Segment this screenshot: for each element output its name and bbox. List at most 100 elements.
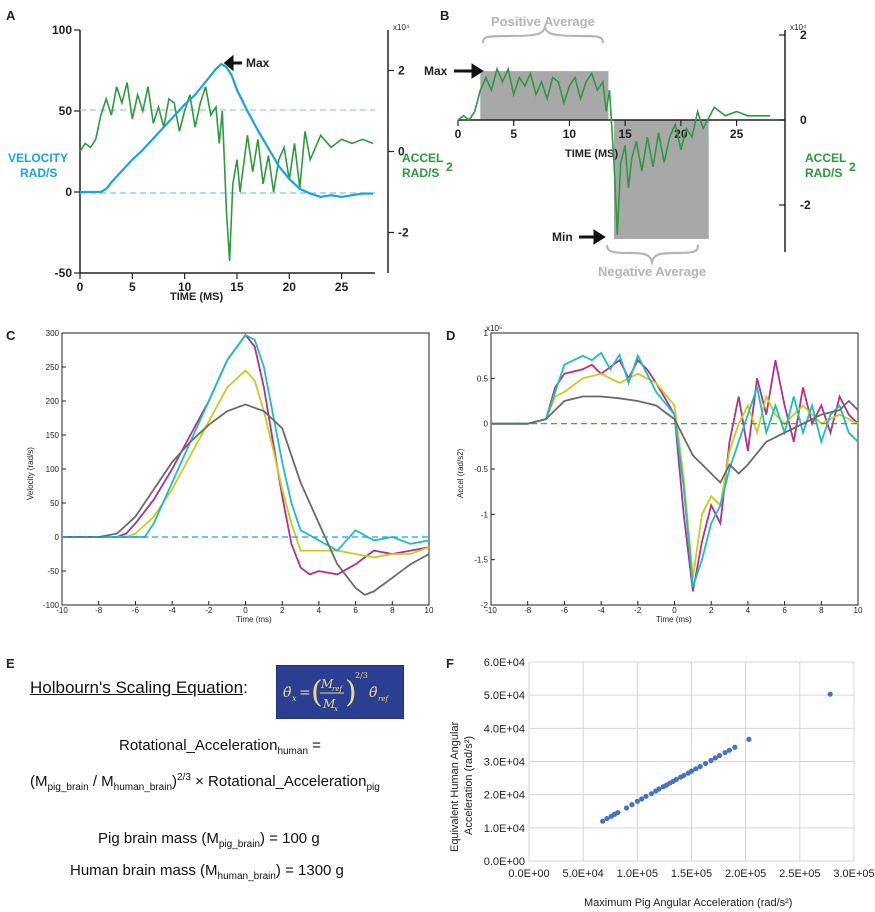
svg-text:(: ( (311, 675, 323, 710)
series-line (62, 333, 430, 552)
tick-label: 10 (425, 606, 434, 615)
panel-a-left-ticks: -50 0 50 100 (52, 23, 80, 280)
panel-e-heading-colon: : (243, 678, 248, 697)
scatter-point (615, 809, 621, 816)
tick-label: 2 (800, 28, 807, 42)
panel-e-line2-sub3: pig (366, 782, 380, 793)
panel-b-positive-label: Positive Average (491, 14, 595, 29)
tick-label: -8 (524, 606, 532, 615)
tick-label: 2.0E+05 (725, 868, 766, 880)
scatter-point (697, 763, 703, 770)
panel-b-xlabel: TIME (MS) (565, 148, 618, 160)
tick-label: 6.0E+04 (484, 657, 525, 669)
scatter-point (702, 760, 709, 767)
panel-d-letter: D (446, 328, 455, 343)
svg-text:M: M (322, 697, 336, 711)
tick-label: 25 (730, 127, 744, 141)
tick-label: 3.0E+04 (484, 757, 525, 769)
panel-a-exponent: x10⁴ (393, 23, 410, 32)
panel-b-min-arrow (579, 229, 606, 245)
panel-c-lines (62, 333, 430, 596)
tick-label: -10 (56, 606, 68, 615)
tick-label: 2 (280, 606, 285, 615)
tick-label: 10 (854, 606, 863, 615)
tick-label: -6 (132, 606, 140, 615)
tick-label: 0 (800, 113, 807, 127)
tick-label: 150 (46, 431, 60, 440)
panel-b-min-label: Min (552, 230, 573, 244)
panel-a-right-ticks: -2 0 2 (388, 64, 409, 240)
panel-d-xlabel: Time (ms) (656, 615, 692, 624)
panel-c-y-ticks: -100 -50 0 50 100 150 200 250 300 (43, 329, 66, 610)
scatter-point (693, 766, 699, 772)
tick-label: 5.0E+04 (563, 868, 604, 880)
tick-label: 0 (77, 280, 84, 294)
svg-text:x: x (292, 694, 297, 703)
svg-text:x: x (334, 705, 338, 713)
panel-d-exponent: x10⁵ (486, 324, 502, 333)
scatter-point (604, 815, 610, 822)
svg-text:θ̈: θ̈ (283, 685, 292, 701)
scatter-point (726, 747, 733, 753)
tick-label: -100 (43, 601, 60, 610)
tick-label: -2 (481, 601, 489, 610)
tick-label: -1.5 (474, 556, 488, 565)
panel-b-negative-label: Negative Average (598, 264, 706, 279)
panel-e-line1: Rotational_Accelerationhuman = (119, 737, 321, 757)
series-line (491, 395, 859, 485)
panel-a-x-ticks: 0 5 10 15 20 25 (77, 273, 349, 294)
panel-d-y-ticks: -2 -1.5 -1 -0.5 0 0.5 1 (474, 329, 495, 610)
panel-b: B -202 0 5 10 15 20 25 x10⁴ TIME (MS) ACCEL R… (424, 8, 856, 279)
scatter-point (722, 749, 728, 756)
tick-label: 5.0E+04 (484, 690, 525, 702)
tick-label: 300 (46, 329, 60, 338)
panel-f-xlabel: Maximum Pig Angular Acceleration (rad/s²… (584, 897, 792, 909)
panel-e-human-b: ) = 1300 g (275, 862, 344, 879)
svg-text:ref: ref (332, 685, 343, 693)
tick-label: -4 (169, 606, 177, 615)
svg-text:=: = (299, 685, 311, 701)
panel-e-human-a: Human brain mass (M (70, 862, 218, 879)
panel-c-frame (61, 332, 430, 606)
panel-e-line1-main: Rotational_Acceleration (119, 737, 278, 754)
panel-f-points (600, 691, 833, 824)
panel-e-line1-tail: = (308, 737, 321, 754)
scatter-point (712, 755, 718, 761)
panel-b-negative-brace (605, 244, 700, 266)
panel-b-x-ticks: 0 5 10 15 20 25 (455, 120, 744, 141)
panel-e-line2-sub2: human_brain (113, 782, 173, 793)
tick-label: 15 (618, 127, 632, 141)
tick-label: 15 (230, 280, 244, 294)
scatter-point (717, 752, 723, 759)
scatter-point (623, 805, 630, 811)
tick-label: 0 (55, 533, 60, 542)
tick-label: 0.0E+00 (508, 868, 549, 880)
panel-f-letter: F (446, 656, 454, 671)
panel-e-pig-mass: Pig brain mass (Mpig_brain) = 100 g (98, 830, 320, 850)
tick-label: 4.0E+04 (484, 723, 525, 735)
panel-e-line2-b: / M (88, 773, 114, 790)
scatter-point (629, 802, 635, 808)
scatter-point (681, 772, 687, 779)
scatter-point (648, 791, 655, 797)
tick-label: -0.5 (474, 465, 488, 474)
panel-e-heading: Holbourn's Scaling Equation (30, 678, 244, 697)
panel-b-letter: B (440, 8, 449, 23)
tick-label: 100 (52, 23, 72, 37)
tick-label: -2 (634, 606, 642, 615)
tick-label: 8 (390, 606, 395, 615)
panel-b-exponent: x10⁴ (790, 23, 807, 32)
panel-a-ylabel-right-1: ACCEL (402, 151, 443, 165)
panel-b-max-label: Max (424, 64, 448, 78)
tick-label: 10 (563, 127, 577, 141)
tick-label: -1 (481, 510, 489, 519)
tick-label: 200 (46, 397, 60, 406)
tick-label: 250 (46, 363, 60, 372)
tick-label: 20 (283, 280, 297, 294)
series-line (491, 372, 859, 578)
scatter-point (600, 818, 606, 824)
tick-label: 25 (335, 280, 349, 294)
svg-text:2/3: 2/3 (355, 671, 368, 680)
